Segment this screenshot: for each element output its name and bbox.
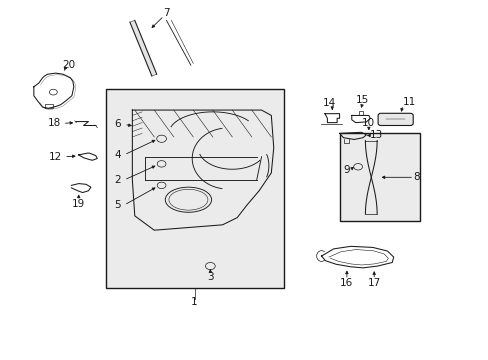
Text: 18: 18 (48, 118, 61, 128)
FancyBboxPatch shape (377, 113, 412, 126)
Text: 11: 11 (402, 97, 415, 107)
Text: 2: 2 (114, 175, 121, 185)
Text: 4: 4 (114, 150, 121, 160)
Bar (44, 104, 53, 108)
Text: 8: 8 (412, 172, 419, 182)
Bar (105, 89, 283, 288)
Bar (339, 134, 419, 221)
Text: 15: 15 (355, 95, 368, 105)
Text: 12: 12 (49, 152, 62, 162)
Text: 1: 1 (191, 297, 198, 307)
Text: 13: 13 (369, 130, 382, 140)
Text: 10: 10 (362, 118, 375, 128)
Text: 20: 20 (62, 60, 75, 70)
Text: 19: 19 (72, 199, 85, 210)
Text: 9: 9 (343, 165, 349, 175)
Polygon shape (130, 21, 157, 76)
Text: 16: 16 (340, 278, 353, 288)
Text: 14: 14 (323, 98, 336, 108)
Text: 17: 17 (367, 278, 380, 288)
Text: 3: 3 (206, 272, 213, 282)
Text: 5: 5 (114, 200, 121, 210)
Text: 6: 6 (114, 120, 121, 129)
Text: 7: 7 (163, 8, 169, 18)
